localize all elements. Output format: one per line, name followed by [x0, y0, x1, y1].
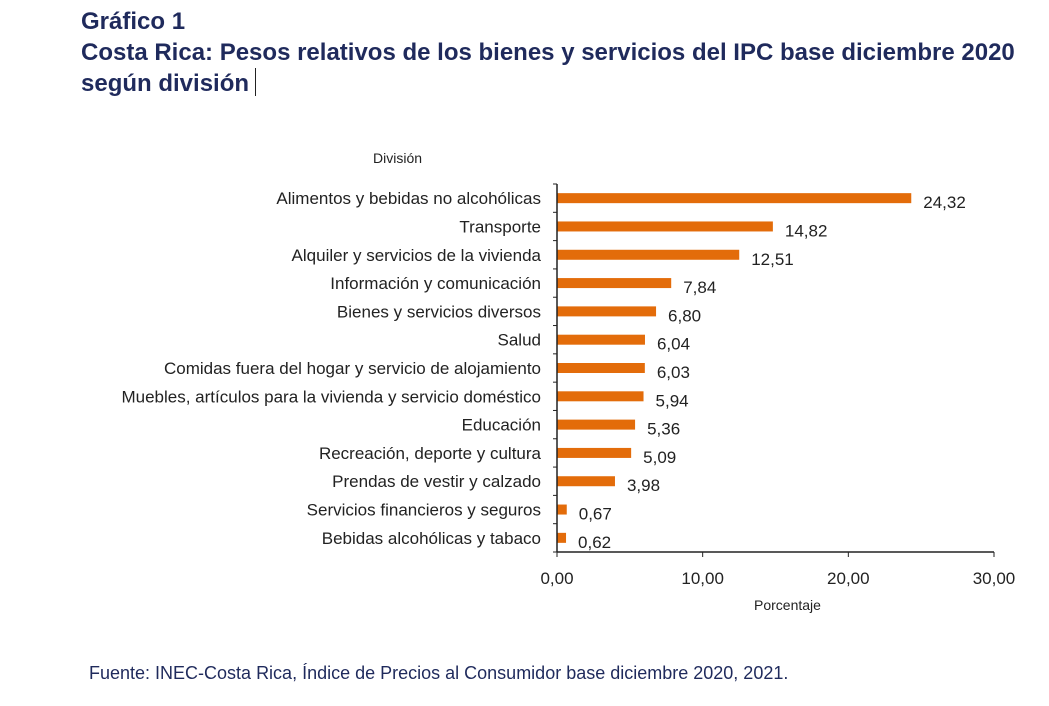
category-label: Información y comunicación — [330, 274, 541, 293]
category-label: Comidas fuera del hogar y servicio de al… — [164, 359, 541, 378]
bar — [557, 193, 912, 204]
category-label: Bienes y servicios diversos — [337, 302, 541, 321]
x-tick-label: 20,00 — [827, 569, 870, 588]
data-label: 24,32 — [923, 193, 966, 212]
category-label: Educación — [462, 416, 541, 435]
x-axis-title: Porcentaje — [754, 597, 821, 613]
data-label: 7,84 — [683, 278, 716, 297]
bar — [557, 278, 672, 289]
category-label: Alimentos y bebidas no alcohólicas — [276, 189, 541, 208]
bar — [557, 221, 773, 232]
bar-chart: Alimentos y bebidas no alcohólicas 24,32 T… — [121, 183, 1016, 588]
bar — [557, 532, 567, 543]
bar — [557, 249, 740, 260]
data-label: 12,51 — [751, 250, 794, 269]
data-label: 14,82 — [785, 221, 828, 240]
category-label: Servicios financieros y seguros — [307, 501, 541, 520]
bar — [557, 476, 615, 487]
data-label: 6,04 — [657, 335, 690, 354]
chart-title: Gráfico 1 Costa Rica: Pesos relativos de… — [81, 6, 1021, 99]
text-cursor — [255, 68, 257, 96]
data-label: 5,94 — [656, 391, 689, 410]
bar — [557, 391, 644, 402]
data-label: 0,67 — [579, 505, 612, 524]
data-label: 5,36 — [647, 420, 680, 439]
category-label: Muebles, artículos para la vivienda y se… — [121, 387, 541, 406]
x-tick-label: 30,00 — [973, 569, 1016, 588]
data-label: 6,03 — [657, 363, 690, 382]
bar — [557, 334, 645, 345]
category-label: Bebidas alcohólicas y tabaco — [322, 529, 541, 548]
bar — [557, 363, 645, 373]
source-note: Fuente: INEC-Costa Rica, Índice de Preci… — [89, 663, 789, 683]
category-label: Recreación, deporte y cultura — [319, 444, 542, 463]
category-label: Salud — [498, 331, 541, 350]
data-label: 5,09 — [643, 448, 676, 467]
data-label: 0,62 — [578, 533, 611, 552]
data-label: 3,98 — [627, 476, 660, 495]
chart-title-text-content: Costa Rica: Pesos relativos de los biene… — [81, 39, 1015, 97]
bar — [557, 419, 636, 430]
bar — [557, 504, 567, 515]
x-tick-label: 0,00 — [540, 569, 573, 588]
bar — [557, 447, 632, 458]
y-axis-title: División — [373, 150, 423, 166]
category-label: Transporte — [459, 217, 541, 236]
category-label: Prendas de vestir y calzado — [332, 472, 541, 491]
bar — [557, 306, 657, 317]
x-tick-label: 10,00 — [681, 569, 724, 588]
chart-title-text: Costa Rica: Pesos relativos de los biene… — [81, 37, 1021, 99]
data-label: 6,80 — [668, 306, 701, 325]
chart-title-number: Gráfico 1 — [81, 8, 186, 35]
category-label: Alquiler y servicios de la vivienda — [292, 246, 542, 265]
